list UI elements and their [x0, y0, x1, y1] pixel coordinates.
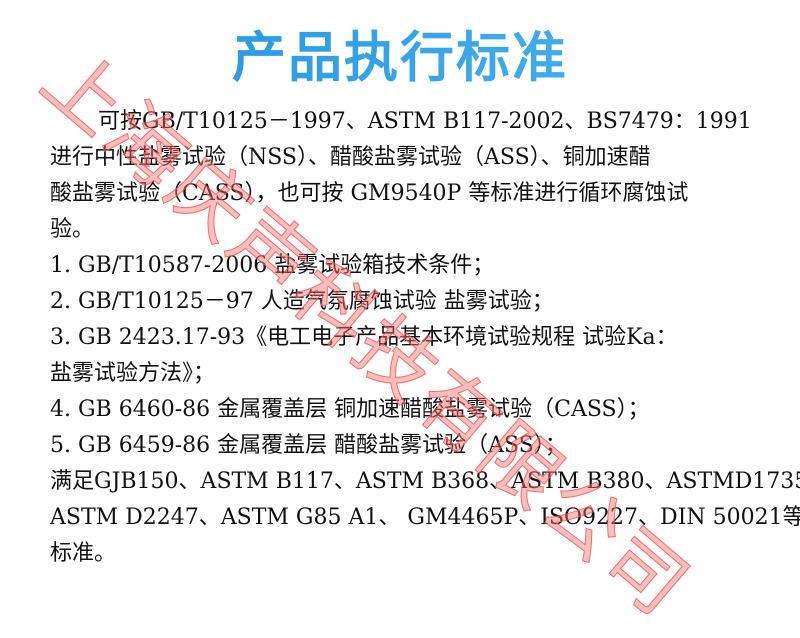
list-item: 盐雾试验方法》；	[50, 361, 216, 386]
page-title: 产品执行标准	[0, 26, 800, 90]
paragraph-line: 酸盐雾试验（CASS），也可按 GM9540P 等标准进行循环腐蚀试	[50, 181, 689, 206]
list-item: 1. GB/T10587-2006 盐雾试验箱技术条件；	[50, 253, 495, 278]
list-item: 3. GB 2423.17-93《电工电子产品基本环境试验规程 试验Ka：	[50, 325, 678, 350]
paragraph-line: 标准。	[50, 541, 117, 566]
paragraph-line: 可按GB/T10125－1997、ASTM B117-2002、BS7479：1…	[98, 109, 752, 134]
paragraph-line: 满足GJB150、ASTM B117、ASTM B368、ASTM B380、A…	[50, 469, 800, 494]
list-item: 4. GB 6460-86 金属覆盖层 铜加速醋酸盐雾试验（CASS）；	[50, 397, 650, 422]
paragraph-line: 验。	[50, 217, 95, 242]
list-item: 5. GB 6459-86 金属覆盖层 醋酸盐雾试验（ASS）；	[50, 433, 567, 458]
list-item: 2. GB/T10125－97 人造气氛腐蚀试验 盐雾试验；	[50, 289, 554, 314]
document-body: 可按GB/T10125－1997、ASTM B117-2002、BS7479：1…	[50, 104, 800, 572]
paragraph-line: ASTM D2247、ASTM G85 A1、 GM4465P、ISO9227、…	[50, 505, 800, 530]
paragraph-line: 进行中性盐雾试验（NSS）、醋酸盐雾试验（ASS）、铜加速醋	[50, 145, 651, 170]
